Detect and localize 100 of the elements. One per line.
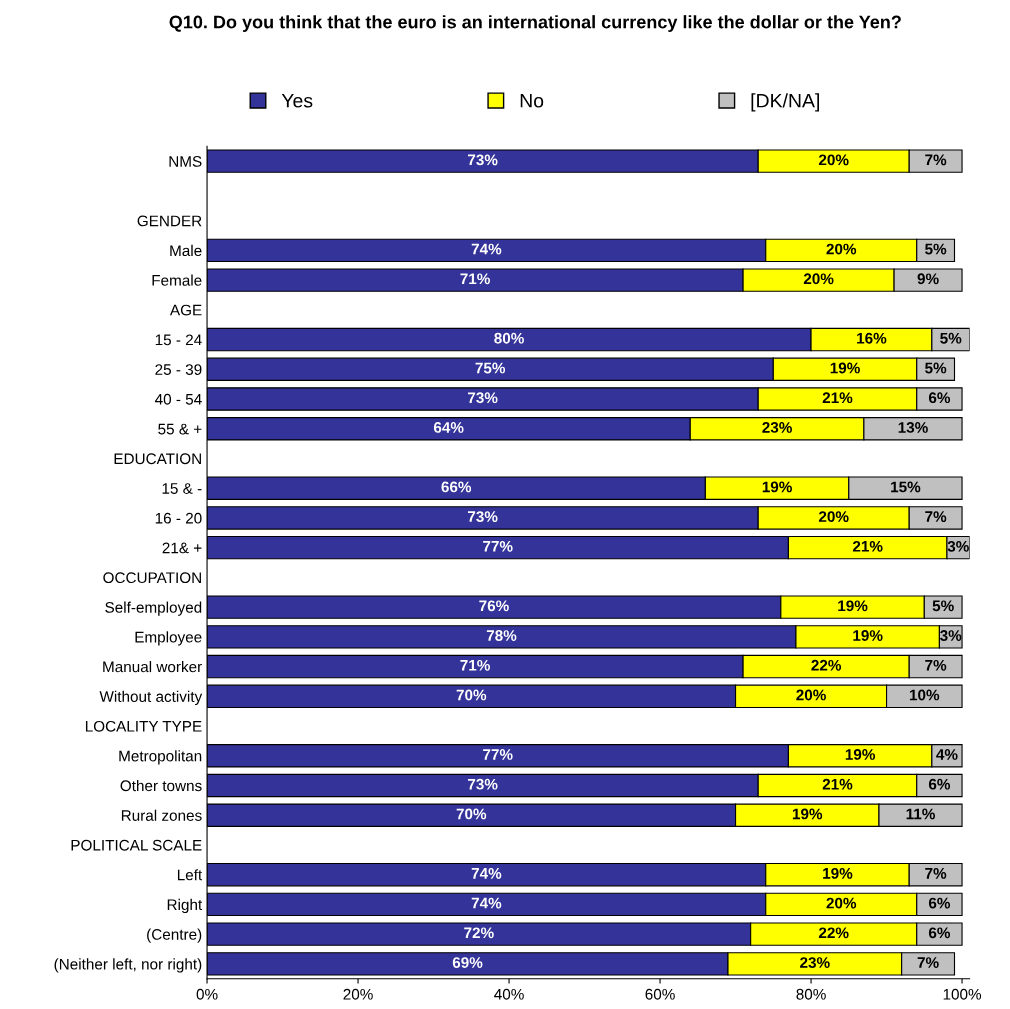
data-label: 6% (928, 778, 951, 790)
y-tick-label: OCCUPATION (103, 572, 201, 584)
data-label: 16% (857, 332, 887, 344)
legend-label: Yes (281, 93, 313, 108)
y-tick-label: LOCALITY TYPE (85, 720, 202, 732)
y-tick-label: Manual worker (103, 661, 202, 673)
data-label: 23% (800, 957, 830, 968)
data-label: 23% (762, 422, 792, 433)
data-label: 7% (925, 659, 947, 671)
data-label: 19% (823, 867, 853, 879)
data-label: 5% (925, 243, 947, 255)
data-label: 19% (792, 808, 823, 820)
data-label: 20% (803, 273, 834, 285)
data-label: 22% (818, 927, 849, 939)
y-tick-label: Without activity (99, 690, 203, 706)
data-label: 21% (822, 392, 853, 404)
data-label: 20% (818, 154, 849, 166)
y-tick-label: Rural zones (121, 809, 202, 821)
data-label: 73% (467, 778, 498, 790)
y-tick-label: Other towns (120, 779, 202, 792)
data-label: 21% (822, 778, 853, 790)
data-label: 71% (460, 273, 490, 285)
data-label: 20% (826, 243, 857, 255)
y-tick-label: (Centre) (147, 928, 202, 943)
data-label: 5% (940, 332, 962, 344)
data-label: 7% (925, 511, 947, 522)
y-tick-label: Male (170, 244, 202, 257)
data-label: 6% (928, 927, 951, 939)
data-label: 19% (845, 749, 876, 760)
data-label: 73% (467, 392, 498, 404)
data-label: 80% (494, 332, 524, 344)
y-tick-label: Employee (135, 631, 202, 646)
data-label: 5% (925, 362, 947, 374)
x-tick-label: 40% (494, 988, 524, 1000)
y-tick-label: AGE (169, 304, 202, 316)
data-label: 73% (467, 511, 498, 523)
data-label: 77% (483, 749, 513, 760)
y-tick-label: Metropolitan (119, 750, 202, 765)
data-label: 71% (460, 659, 490, 671)
data-label: 69% (452, 957, 483, 968)
y-tick-label: 21& + (162, 542, 202, 554)
data-label: 20% (796, 689, 826, 701)
data-label: 19% (830, 362, 860, 374)
y-tick-label: Right (167, 898, 203, 914)
y-tick-label: 15 - 24 (155, 334, 202, 346)
data-label: 11% (906, 808, 935, 820)
data-label: 70% (456, 689, 487, 701)
data-label: 6% (928, 897, 951, 909)
data-label: 70% (456, 808, 487, 820)
data-label: 19% (762, 481, 792, 493)
x-tick-label: 20% (343, 988, 373, 1000)
y-tick-label: Left (177, 869, 203, 881)
data-label: 74% (471, 897, 502, 909)
data-label: 66% (441, 481, 472, 493)
data-label: 77% (483, 540, 513, 552)
data-label: 74% (471, 868, 502, 879)
data-label: 74% (471, 243, 502, 255)
y-tick-label: 55 & + (158, 423, 202, 435)
data-label: 72% (464, 927, 494, 939)
data-label: 64% (433, 422, 464, 433)
data-label: 10% (909, 689, 940, 701)
data-label: 3% (940, 630, 962, 641)
legend-label: [DK/NA] (751, 93, 819, 112)
data-label: 75% (475, 362, 506, 374)
y-tick-label: NMS (169, 156, 202, 167)
data-label: 19% (838, 600, 868, 612)
y-tick-label: Female (152, 274, 202, 286)
data-label: 19% (853, 630, 883, 641)
x-tick-label: 0% (196, 988, 218, 1000)
data-label: 5% (932, 600, 954, 612)
data-label: 7% (925, 154, 947, 166)
data-label: 21% (852, 540, 883, 552)
legend-label: No (520, 93, 544, 108)
y-tick-label: POLITICAL SCALE (71, 839, 202, 851)
x-tick-label: 100% (943, 988, 982, 1000)
data-label: 22% (811, 659, 842, 671)
data-label: 15% (891, 481, 921, 493)
y-tick-label: 16 - 20 (155, 512, 202, 524)
data-label: 20% (826, 897, 857, 909)
y-tick-label: Self-employed (105, 601, 202, 616)
data-label: 73% (467, 154, 498, 166)
y-tick-label: GENDER (137, 215, 202, 227)
data-label: 76% (479, 600, 509, 612)
chart-title: Q10. Do you think that the euro is an international currency like the dollar or the Yen? (169, 15, 901, 32)
data-label: 9% (917, 273, 939, 285)
y-tick-label: 15 & - (162, 483, 202, 494)
x-tick-label: 60% (645, 988, 675, 1000)
y-tick-label: EDUCATION (114, 453, 201, 465)
y-tick-label: (Neither left, nor right) (54, 958, 202, 973)
data-label: 3% (947, 540, 969, 552)
data-label: 4% (936, 749, 958, 760)
x-tick-label: 80% (796, 988, 826, 1000)
data-label: 7% (925, 868, 947, 879)
data-label: 7% (917, 957, 939, 968)
data-label: 13% (898, 422, 928, 433)
y-tick-label: 25 - 39 (155, 364, 202, 375)
y-tick-label: 40 - 54 (154, 393, 202, 405)
data-label: 78% (486, 630, 517, 641)
data-label: 6% (928, 392, 951, 404)
data-label: 20% (818, 511, 849, 523)
